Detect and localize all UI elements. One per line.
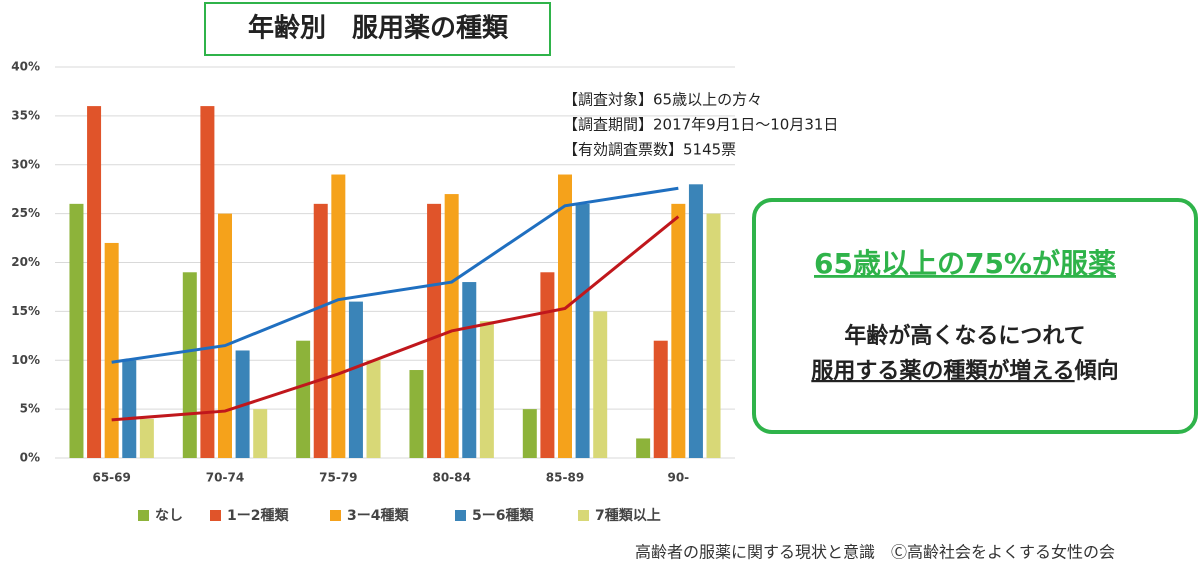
footer: 高齢者の服薬に関する現状と意識 Ⓒ高齢社会をよくする女性の会 (635, 543, 1115, 562)
x-tick-label: 75-79 (319, 471, 357, 485)
title-box (204, 2, 551, 56)
bar (636, 438, 651, 458)
bar (182, 272, 197, 458)
note: 【有効調査票数】5145票 (563, 141, 736, 159)
bar (122, 360, 137, 458)
bar (462, 282, 477, 458)
callout-underlined: 服用する薬の種類が増える (811, 358, 1074, 384)
bar (296, 340, 311, 458)
y-tick-label: 40% (11, 60, 40, 74)
legend-swatch (578, 510, 589, 521)
legend-label: なし (155, 508, 183, 524)
legend-swatch (330, 510, 341, 521)
callout-line: 服用する薬の種類が増える傾向 (811, 358, 1118, 384)
bar (87, 106, 102, 458)
trend-line (111, 215, 680, 422)
y-tick-label: 25% (11, 206, 40, 220)
note: 【調査対象】65歳以上の方々 (563, 91, 762, 109)
y-tick-label: 5% (20, 402, 40, 416)
bar (540, 272, 555, 458)
legend-swatch (455, 510, 466, 521)
x-tick-label: 65-69 (92, 471, 130, 485)
bar (671, 203, 686, 458)
bar (593, 311, 608, 458)
y-tick-label: 30% (11, 157, 40, 171)
bar (653, 340, 668, 458)
y-tick-label: 35% (11, 108, 40, 122)
bar (139, 418, 154, 458)
trend-line (111, 186, 679, 364)
bar (688, 184, 703, 459)
bar (479, 321, 494, 458)
bar (427, 203, 442, 458)
x-tick-label: 85-89 (546, 471, 584, 485)
bar (313, 203, 328, 458)
x-tick-label: 70-74 (206, 471, 244, 485)
bar (348, 301, 363, 458)
y-tick-label: 0% (20, 451, 40, 465)
bar (104, 242, 119, 458)
legend-swatch (138, 510, 149, 521)
callout-rest: 傾向 (1074, 358, 1119, 384)
chart-title: 年齢別 服用薬の種類 (248, 13, 509, 44)
note: 【調査期間】2017年9月1日～10月31日 (563, 116, 838, 134)
bar (69, 203, 84, 458)
bar (706, 213, 721, 458)
legend-label: 5ー6種類 (472, 507, 534, 524)
bar (218, 213, 232, 458)
bar (331, 174, 346, 458)
x-tick-label: 90- (667, 471, 689, 485)
y-tick-label: 10% (11, 353, 40, 367)
bar (200, 106, 215, 458)
bar (444, 194, 459, 458)
bar (409, 370, 424, 458)
callout-box (752, 198, 1198, 434)
callout-heading: 65歳以上の75%が服薬 (814, 247, 1116, 280)
bar (575, 203, 590, 458)
legend-label: 3ー4種類 (347, 507, 409, 524)
legend-label: 1ー2種類 (227, 507, 289, 524)
legend-swatch (210, 510, 221, 521)
y-tick-label: 15% (11, 304, 40, 318)
bar (558, 174, 572, 458)
legend-label: 7種類以上 (595, 507, 661, 524)
y-tick-label: 20% (11, 255, 40, 269)
bar (253, 409, 268, 458)
callout-line: 年齢が高くなるにつれて (844, 323, 1085, 349)
bar (366, 360, 381, 458)
bar (522, 409, 537, 458)
x-tick-label: 80-84 (432, 471, 470, 485)
